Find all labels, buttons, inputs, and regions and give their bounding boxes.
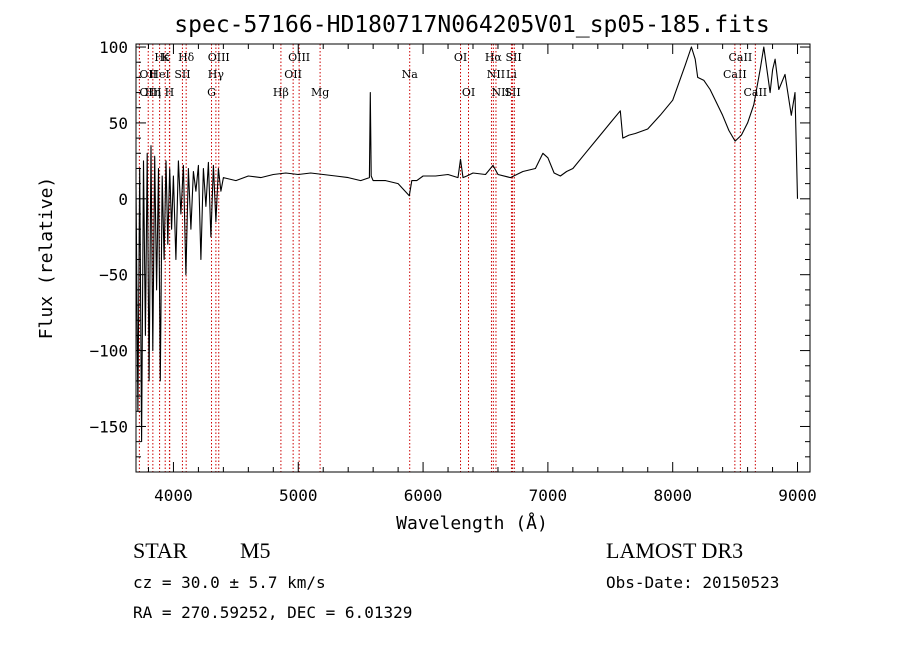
object-class: STAR [133, 538, 188, 563]
x-axis-label: Wavelength (Å) [396, 512, 548, 534]
redshift-cz: cz = 30.0 ± 5.7 km/s [133, 573, 326, 592]
line-label: Hη [145, 86, 161, 99]
x-axis: 4000 5000 6000 7000 8000 9000 [147, 44, 817, 505]
y-axis-label: Flux (relative) [36, 177, 57, 340]
x-tick-label: 8000 [653, 486, 692, 505]
line-label: HeI [149, 68, 169, 81]
line-label: SII [505, 51, 521, 64]
x-tick-label: 5000 [279, 486, 318, 505]
line-label: H [165, 86, 175, 99]
line-label: OIII [288, 51, 310, 64]
plot-frame [135, 43, 811, 473]
line-label: G [207, 86, 216, 99]
line-label: Mg [311, 86, 329, 99]
survey-name: LAMOST DR3 [606, 538, 744, 563]
y-tick-label: 50 [109, 114, 128, 133]
line-label: OIII [208, 51, 230, 64]
line-label: Hβ [273, 86, 289, 99]
line-label: CaII [723, 68, 747, 81]
chart-title: spec-57166-HD180717N064205V01_sp05-185.f… [174, 12, 769, 38]
line-label: Hα [485, 51, 503, 64]
spectrum-series [135, 46, 799, 443]
line-label: CaII [729, 51, 753, 64]
line-label: K [161, 51, 170, 64]
line-label: OII [139, 68, 157, 81]
coordinates: RA = 270.59252, DEC = 6.01329 [133, 603, 413, 622]
line-markers [138, 44, 756, 472]
y-tick-label: −150 [89, 417, 128, 436]
y-axis: −150 −100 −50 0 50 100 [89, 38, 810, 458]
y-tick-label: 0 [118, 190, 128, 209]
line-label: Li [506, 68, 517, 81]
line-label: OII [284, 68, 302, 81]
line-label: OI [454, 51, 467, 64]
line-label: Hγ [208, 68, 225, 81]
line-label: Hδ [178, 51, 195, 64]
x-tick-label: 9000 [778, 486, 817, 505]
line-label: Hε [154, 51, 170, 64]
y-tick-label: 100 [99, 38, 128, 57]
x-tick-label: 4000 [154, 486, 193, 505]
line-label: Na [402, 68, 419, 81]
line-label: OIII [139, 86, 161, 99]
spectrum-line [135, 46, 799, 443]
x-tick-label: 6000 [404, 486, 443, 505]
line-label: NII [491, 86, 509, 99]
object-subclass: M5 [240, 538, 271, 563]
line-label: CaII [743, 86, 767, 99]
x-tick-label: 7000 [529, 486, 568, 505]
line-label: SII [504, 86, 520, 99]
line-label: NII [487, 68, 505, 81]
y-tick-label: −100 [89, 342, 128, 361]
line-label: SII [174, 68, 190, 81]
y-tick-label: −50 [99, 266, 128, 285]
line-label: OI [462, 86, 475, 99]
observation-date: Obs-Date: 20150523 [606, 573, 780, 592]
